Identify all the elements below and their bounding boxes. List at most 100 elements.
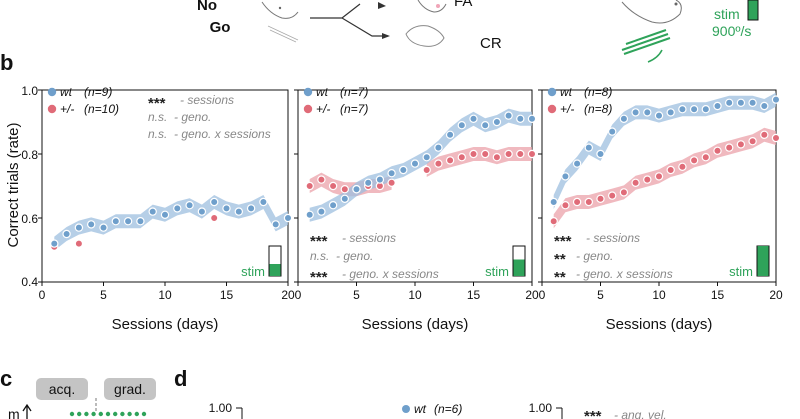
mouse-sketch-left <box>261 1 299 19</box>
stim-bar-fill <box>269 264 281 276</box>
data-point <box>434 159 443 168</box>
legend-n: (n=7) <box>340 85 368 99</box>
data-point <box>631 178 640 187</box>
stat-label: - geno. <box>576 249 613 263</box>
x-tick-label: 15 <box>711 288 725 302</box>
data-point <box>654 172 664 181</box>
legend-dot <box>547 104 557 114</box>
d-y-tick-left: 1.00 <box>209 401 233 415</box>
data-point <box>631 108 640 117</box>
data-point <box>222 204 231 213</box>
data-point <box>305 181 314 191</box>
branch-arrow <box>310 3 388 37</box>
data-point <box>340 184 349 194</box>
go-label: Go <box>210 19 231 36</box>
data-point <box>678 104 687 114</box>
data-point <box>387 178 396 187</box>
data-point <box>596 194 605 203</box>
x-tick-label: 0 <box>295 288 302 302</box>
stat-marker: ** <box>554 269 566 286</box>
stim-label: stim <box>485 264 509 279</box>
data-point <box>516 114 525 124</box>
data-point <box>492 117 502 127</box>
x-tick-label: 0 <box>39 288 46 302</box>
data-point <box>445 130 455 139</box>
stim-label: stim <box>729 264 753 279</box>
data-point <box>457 120 466 130</box>
x-tick-label: 5 <box>100 288 107 302</box>
data-point <box>136 216 145 226</box>
data-point <box>481 149 490 159</box>
y-tick-labels: 0.4 0.6 0.8 1.0 <box>21 84 38 289</box>
x-axis-label: Sessions (days) <box>112 316 219 333</box>
error-band <box>426 147 532 177</box>
stat-marker: n.s. <box>310 249 329 263</box>
data-point <box>572 159 582 168</box>
legend-label: +/- <box>560 102 574 116</box>
mouse-nose-fa <box>436 4 440 8</box>
mouse-eye-left <box>278 6 282 10</box>
stat-marker: *** <box>554 233 572 250</box>
data-point <box>760 101 769 111</box>
y-tick-label: 0.8 <box>21 148 38 162</box>
data-point <box>62 229 71 239</box>
data-point <box>701 104 711 114</box>
legend-n: (n=8) <box>584 85 612 99</box>
legend-n: (n=9) <box>84 85 112 99</box>
data-point <box>619 188 629 197</box>
data-point <box>619 114 629 124</box>
stim-air-lines <box>621 29 671 55</box>
data-point <box>123 216 133 226</box>
d-legend-wt-dot <box>402 405 410 413</box>
legend-n: (n=10) <box>84 102 119 116</box>
stat-label: - geno. <box>336 249 373 263</box>
data-point <box>246 204 256 213</box>
data-point <box>259 197 268 207</box>
legend-label: +/- <box>316 102 330 116</box>
x-tick-label: 15 <box>467 288 481 302</box>
legend-dot <box>47 87 57 97</box>
stat-label: - geno. x sessions <box>576 267 673 281</box>
x-tick-label: 10 <box>652 288 666 302</box>
legend-n: (n=7) <box>340 102 368 116</box>
data-point <box>771 133 781 143</box>
data-point <box>549 197 558 207</box>
x-tick-label: 0 <box>539 288 546 302</box>
data-point <box>771 95 781 104</box>
data-point <box>527 149 537 159</box>
arrow-head-fa <box>378 2 386 9</box>
up-arrow-icon <box>22 403 32 419</box>
data-point <box>271 220 280 229</box>
data-point <box>713 146 722 155</box>
data-point <box>422 152 431 162</box>
stim-bar-top <box>747 0 759 21</box>
data-point <box>173 204 182 213</box>
stat-label: - sessions <box>586 231 640 245</box>
data-point <box>481 120 490 130</box>
speed-label: 900º/s <box>712 23 751 39</box>
green-dot <box>134 411 139 417</box>
data-point <box>504 111 513 120</box>
data-point <box>328 181 338 191</box>
data-point <box>234 207 243 216</box>
green-dot <box>105 411 111 417</box>
data-point <box>608 127 617 136</box>
data-point <box>399 165 408 175</box>
data-point <box>469 114 478 124</box>
x-tick-label: 10 <box>158 288 172 302</box>
data-point <box>527 114 537 124</box>
header-strip: No Go FA CR stim 900º/s <box>197 0 759 63</box>
panel-d-letter: d <box>174 366 187 391</box>
data-point <box>99 223 108 232</box>
green-dot <box>98 411 104 417</box>
data-point <box>608 191 617 200</box>
data-point <box>666 165 675 175</box>
stat-label: - geno. x sessions <box>174 127 271 141</box>
error-band <box>309 108 532 222</box>
data-point <box>666 108 675 117</box>
legend-label: wt <box>60 85 73 99</box>
stim-bar-fill <box>757 246 769 276</box>
data-point <box>561 200 570 210</box>
stat-marker: *** <box>310 269 328 286</box>
panel-c-letter: c <box>0 366 12 391</box>
